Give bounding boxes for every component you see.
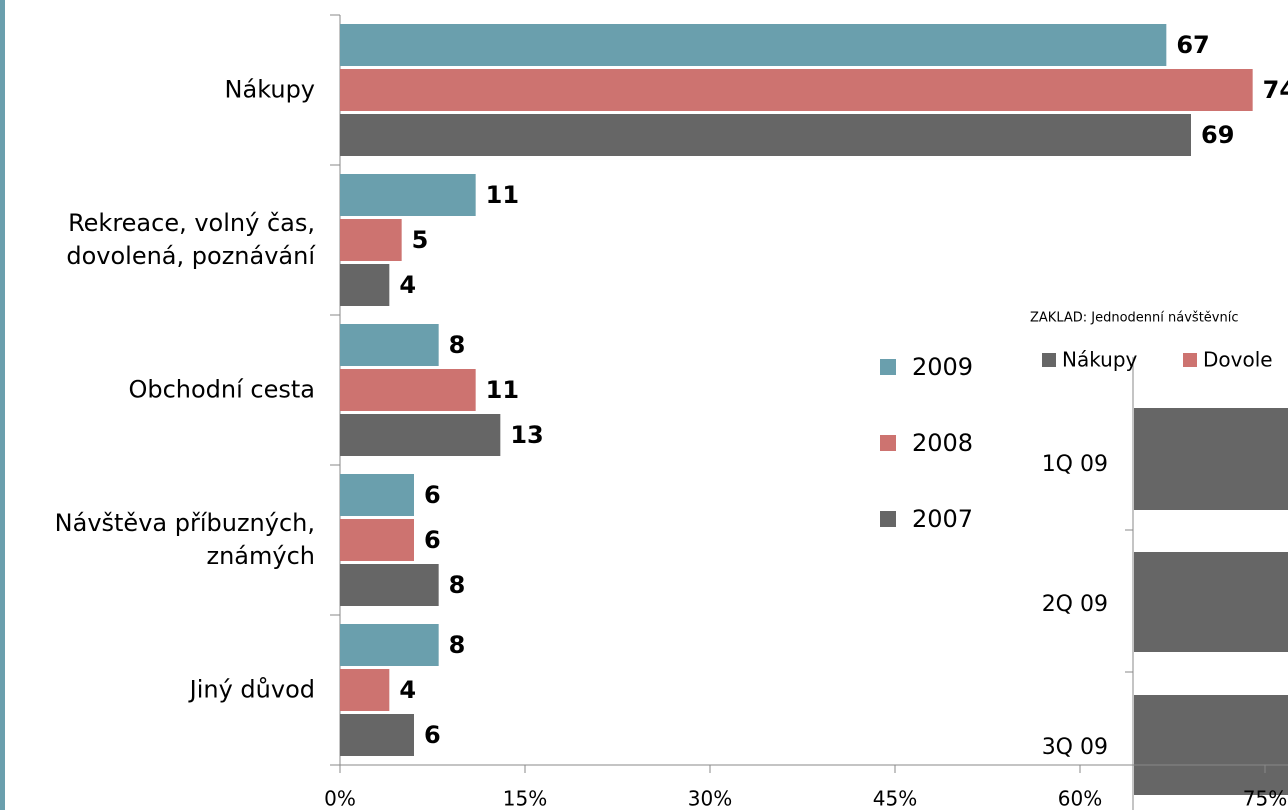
category-label: 1Q 09 <box>1042 452 1108 477</box>
data-label: 74 <box>1263 76 1288 104</box>
data-label: 6 <box>424 721 441 749</box>
x-tick-label: 0% <box>324 787 356 810</box>
data-label: 5 <box>412 226 429 254</box>
bar <box>340 564 439 606</box>
bar <box>340 264 390 306</box>
bar <box>340 174 476 216</box>
data-label: 6 <box>424 481 441 509</box>
bar <box>1134 552 1288 652</box>
x-tick-label: 45% <box>873 787 917 810</box>
category-label: Nákupy <box>224 75 315 104</box>
bar <box>340 474 414 516</box>
data-label: 4 <box>399 271 416 299</box>
legend-swatch <box>1183 353 1197 367</box>
data-label: 8 <box>449 571 466 599</box>
data-label: 6 <box>424 526 441 554</box>
legend-label: 2007 <box>912 505 973 533</box>
bar <box>340 69 1253 111</box>
x-tick-label: 60% <box>1058 787 1102 810</box>
legend-label: 2008 <box>912 429 973 457</box>
bar <box>340 24 1167 66</box>
bar <box>1134 408 1288 510</box>
legend-label: Dovole <box>1203 348 1273 372</box>
left-edge <box>0 0 5 810</box>
data-label: 69 <box>1201 121 1234 149</box>
category-label: 3Q 09 <box>1042 735 1108 760</box>
bar <box>340 624 439 666</box>
legend-swatch <box>880 359 896 375</box>
legend-swatch <box>880 435 896 451</box>
bar <box>340 219 402 261</box>
category-label: Obchodní cesta <box>128 375 315 404</box>
bar <box>340 324 439 366</box>
subtitle: ZAKLAD: Jednodenní návštěvníc <box>1030 311 1239 326</box>
x-tick-label: 15% <box>503 787 547 810</box>
data-label: 4 <box>399 676 416 704</box>
data-label: 8 <box>449 331 466 359</box>
bar <box>340 369 476 411</box>
bar <box>1134 695 1288 795</box>
data-label: 67 <box>1176 31 1209 59</box>
category-label: Rekreace, volný čas, dovolená, poznávání <box>66 209 315 270</box>
bar <box>340 114 1191 156</box>
legend-swatch <box>1042 353 1056 367</box>
legend-label: 2009 <box>912 353 973 381</box>
data-label: 13 <box>510 421 543 449</box>
bar <box>340 414 501 456</box>
bar <box>340 519 414 561</box>
category-label: Jiný důvod <box>189 675 315 704</box>
category-label: 2Q 09 <box>1042 592 1108 617</box>
second-chart: ZAKLAD: Jednodenní návštěvníc <box>1030 311 1288 810</box>
legend-label: Nákupy <box>1062 348 1138 372</box>
x-tick-label: 75% <box>1243 787 1287 810</box>
data-label: 8 <box>449 631 466 659</box>
data-label: 11 <box>486 376 519 404</box>
bar <box>340 714 414 756</box>
category-label: Návštěva příbuzných, známých <box>54 509 315 570</box>
legend-swatch <box>880 511 896 527</box>
bar <box>340 669 390 711</box>
data-label: 11 <box>486 181 519 209</box>
x-tick-label: 30% <box>688 787 732 810</box>
